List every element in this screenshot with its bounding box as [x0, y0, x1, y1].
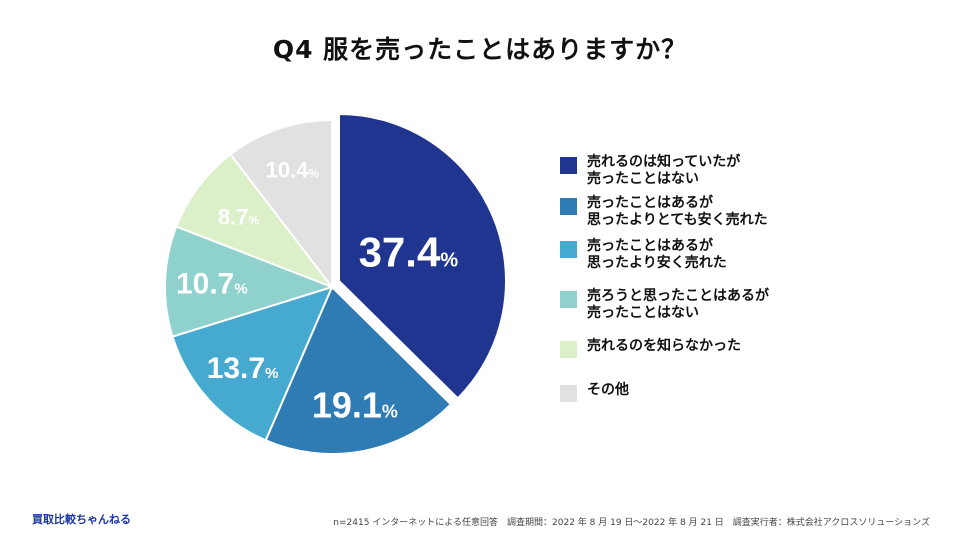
- slice-value-label: 10.7%: [176, 267, 248, 300]
- legend-item: その他: [560, 382, 629, 402]
- legend-swatch: [560, 157, 577, 174]
- legend-item: 売ろうと思ったことはあるが 売ったことはない: [560, 288, 769, 322]
- pie-slice: [264, 285, 453, 455]
- slice-value-label: 19.1%: [312, 385, 398, 426]
- legend-swatch: [560, 341, 577, 358]
- legend-item: 売ったことはあるが 思ったよりとても安く売れた: [560, 195, 768, 229]
- slice-value-label: 37.4%: [359, 229, 459, 276]
- pie-slice: [164, 225, 336, 338]
- pie-slice: [229, 118, 333, 290]
- legend-item: 売れるのを知らなかった: [560, 338, 741, 358]
- slice-value-label: 10.4%: [266, 158, 320, 183]
- legend-label: その他: [587, 382, 629, 398]
- pie-slice: [338, 112, 507, 400]
- legend-swatch: [560, 241, 577, 258]
- legend-item: 売ったことはあるが 思ったより安く売れた: [560, 238, 727, 272]
- legend-label: 売ったことはあるが 思ったよりとても安く売れた: [587, 195, 768, 228]
- legend-swatch: [560, 385, 577, 402]
- pie-slice: [171, 285, 334, 442]
- chart-title: Q4 服を売ったことはありますか？: [272, 35, 688, 64]
- slice-value-label: 8.7%: [218, 205, 260, 230]
- legend-label: 売れるのは知っていたが 売ったことはない: [587, 154, 741, 187]
- legend-label: 売ったことはあるが 思ったより安く売れた: [587, 238, 727, 271]
- legend-swatch: [560, 198, 577, 215]
- legend-item: 売れるのは知っていたが 売ったことはない: [560, 154, 740, 188]
- brand-logo: 買取比較ちゃんねる: [32, 513, 131, 526]
- slice-value-label: 13.7%: [207, 352, 279, 385]
- legend-label: 売れるのを知らなかった: [587, 338, 741, 354]
- footnote: n=2415 インターネットによる任意回答 調査期間：2022 年 8 月 19…: [333, 518, 930, 528]
- pie-slice: [175, 153, 335, 290]
- legend-swatch: [560, 291, 577, 308]
- legend-label: 売ろうと思ったことはあるが 売ったことはない: [587, 288, 769, 321]
